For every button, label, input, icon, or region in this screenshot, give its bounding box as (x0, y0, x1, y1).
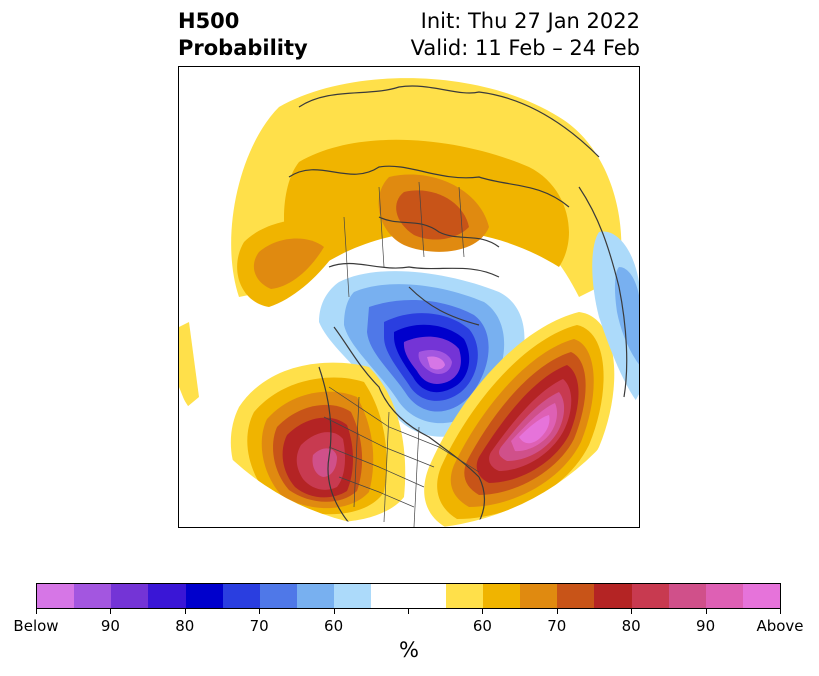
polar-above-ring (179, 78, 622, 407)
colorbar-cell (111, 584, 149, 608)
state-borders (323, 181, 480, 527)
colorbar-tick-label: Below (13, 617, 59, 635)
chart-title: H500 Probability (178, 8, 308, 62)
title-line-1: H500 (178, 9, 240, 33)
colorbar-cell (445, 584, 483, 608)
colorbar-tick-label: 80 (175, 617, 195, 635)
colorbar-tick (333, 609, 335, 614)
colorbar-tick (780, 609, 781, 614)
colorbar-tick (631, 609, 633, 614)
map-outlines (288, 85, 628, 527)
colorbar-cell (408, 584, 446, 608)
colorbar-tick-label: 70 (249, 617, 269, 635)
colorbar-tick (408, 609, 409, 614)
colorbar-tick (705, 609, 707, 614)
colorbar-tick-label: 60 (324, 617, 344, 635)
colorbar-tick (259, 609, 261, 614)
date-info: Init: Thu 27 Jan 2022 Valid: 11 Feb – 24… (411, 8, 640, 62)
colorbar-cell (148, 584, 186, 608)
colorbar-tick-label: 80 (621, 617, 641, 635)
colorbar-cell (742, 584, 781, 608)
colorbar-cell (37, 584, 75, 608)
colorbar-cell (297, 584, 335, 608)
init-date: Init: Thu 27 Jan 2022 (420, 9, 640, 33)
colorbar-cell (222, 584, 260, 608)
title-line-2: Probability (178, 36, 308, 60)
colorbar-tick (110, 609, 112, 614)
colorbar-tick-label: 90 (696, 617, 716, 635)
colorbar-cell (482, 584, 521, 608)
colorbar-tick-label: Above (756, 617, 804, 635)
colorbar-tick (482, 609, 484, 614)
probability-map (179, 78, 639, 527)
colorbar-cell (594, 584, 632, 608)
colorbar-tick-label: 60 (472, 617, 492, 635)
map-panel (178, 66, 640, 528)
colorbar-cell (334, 584, 372, 608)
colorbar-tick (184, 609, 186, 614)
colorbar (36, 583, 781, 609)
colorbar-cell (74, 584, 112, 608)
above-normal-north-atlantic (424, 312, 615, 527)
colorbar-tick (36, 609, 37, 614)
colorbar-cell (668, 584, 706, 608)
colorbar-cell (371, 584, 409, 608)
units-label: % (399, 638, 419, 662)
colorbar-cell (185, 584, 223, 608)
colorbar-tick-label: 70 (547, 617, 567, 635)
valid-date-range: Valid: 11 Feb – 24 Feb (410, 36, 640, 60)
colorbar-tick (556, 609, 558, 614)
colorbar-tick-label: 90 (100, 617, 120, 635)
below-normal-east-patch (592, 231, 639, 407)
colorbar-cell (520, 584, 558, 608)
colorbar-cell (631, 584, 669, 608)
colorbar-cell (705, 584, 743, 608)
colorbar-cell (557, 584, 595, 608)
colorbar-cell (259, 584, 298, 608)
